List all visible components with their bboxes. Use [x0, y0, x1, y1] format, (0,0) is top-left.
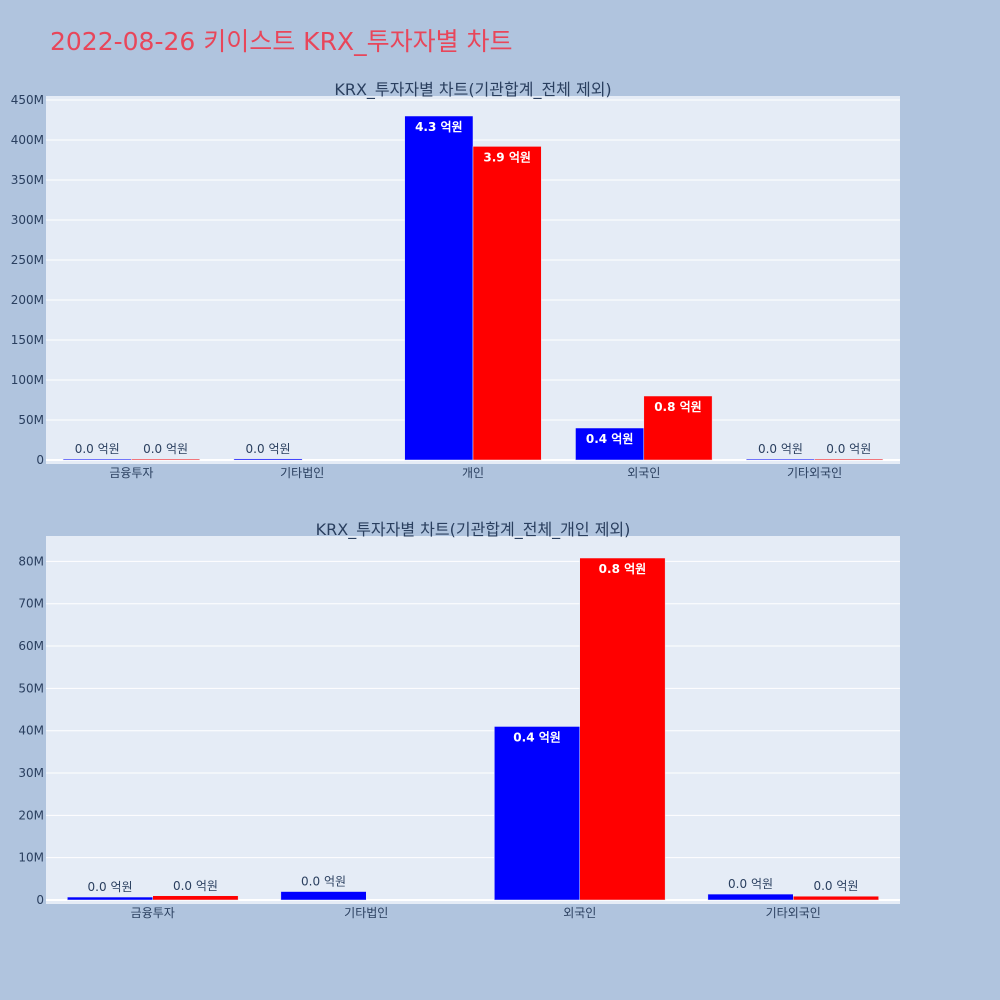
y-tick-label: 100M	[11, 373, 44, 387]
data-label: 0.0 억원	[88, 880, 133, 894]
bar-sell[interactable]	[793, 895, 879, 901]
y-tick-label: 10M	[18, 851, 44, 865]
data-label: 0.8 억원	[599, 562, 647, 576]
x-tick-label: 개인	[462, 466, 484, 480]
bar-sell[interactable]	[152, 895, 239, 901]
page-title: 2022-08-26 키이스트 KRX_투자자별 차트	[50, 27, 513, 56]
bar-sell[interactable]	[579, 557, 666, 901]
x-tick-label: 기타법인	[280, 466, 324, 480]
data-label: 0.0 억원	[826, 442, 871, 456]
bar-sell[interactable]	[472, 146, 542, 461]
data-label: 0.4 억원	[513, 730, 561, 744]
y-tick-label: 450M	[11, 93, 44, 107]
y-tick-label: 50M	[18, 681, 44, 695]
x-tick-label: 기타외국인	[766, 906, 821, 920]
data-label: 0.0 억원	[301, 875, 346, 889]
bar-buy[interactable]	[280, 891, 367, 901]
bar-buy[interactable]	[575, 427, 645, 461]
bar-sell[interactable]	[131, 458, 200, 461]
data-label: 0.8 억원	[654, 400, 702, 414]
y-tick-label: 150M	[11, 333, 44, 347]
y-tick-label: 250M	[11, 253, 44, 267]
chart-title: KRX_투자자별 차트(기관합계_전체 제외)	[334, 80, 611, 100]
y-tick-label: 20M	[18, 808, 44, 822]
y-tick-label: 50M	[18, 413, 44, 427]
bar-buy[interactable]	[494, 726, 581, 901]
chart-title: KRX_투자자별 차트(기관합계_전체_개인 제외)	[316, 520, 631, 540]
y-tick-label: 350M	[11, 173, 44, 187]
bar-buy[interactable]	[746, 458, 815, 461]
data-label: 0.0 억원	[143, 442, 188, 456]
data-label: 0.0 억원	[813, 879, 858, 893]
y-tick-label: 300M	[11, 213, 44, 227]
data-label: 0.0 억원	[758, 442, 803, 456]
chart-upper: 0 50M 100M 150M 200M 250M 300M 350M 400M 450M KRX_…	[11, 80, 900, 480]
bar-buy[interactable]	[62, 458, 132, 461]
x-tick-label: 금융투자	[109, 466, 153, 480]
bar-sell[interactable]	[814, 458, 884, 461]
y-tick-label: 80M	[18, 554, 44, 568]
bar-buy[interactable]	[67, 896, 153, 901]
x-tick-label: 기타법인	[344, 906, 388, 920]
y-tick-label: 60M	[18, 639, 44, 653]
x-tick-label: 외국인	[627, 466, 660, 480]
y-tick-label: 70M	[18, 597, 44, 611]
data-label: 0.0 억원	[75, 442, 120, 456]
bar-buy[interactable]	[233, 458, 303, 461]
x-tick-label: 금융투자	[131, 906, 175, 920]
data-label: 4.3 억원	[415, 120, 463, 134]
plot-area	[46, 536, 900, 904]
data-label: 0.4 억원	[586, 432, 634, 446]
y-tick-label: 400M	[11, 133, 44, 147]
data-label: 0.0 억원	[728, 877, 773, 891]
y-tick-label: 40M	[18, 724, 44, 738]
bar-buy[interactable]	[707, 893, 794, 901]
y-tick-label: 0	[36, 893, 44, 907]
bar-buy[interactable]	[404, 115, 474, 461]
data-label: 0.0 억원	[173, 879, 218, 893]
data-label: 3.9 억원	[483, 150, 531, 164]
y-tick-label: 30M	[18, 766, 44, 780]
bar-sell[interactable]	[643, 395, 713, 461]
data-label: 0.0 억원	[246, 442, 291, 456]
x-tick-label: 외국인	[563, 906, 596, 920]
x-tick-label: 기타외국인	[787, 466, 842, 480]
chart-lower: 0 10M 20M 30M 40M 50M 60M 70M 80M KRX_투자자별 차트(기관합…	[18, 520, 900, 920]
y-tick-label: 200M	[11, 293, 44, 307]
y-tick-label: 0	[36, 453, 44, 467]
